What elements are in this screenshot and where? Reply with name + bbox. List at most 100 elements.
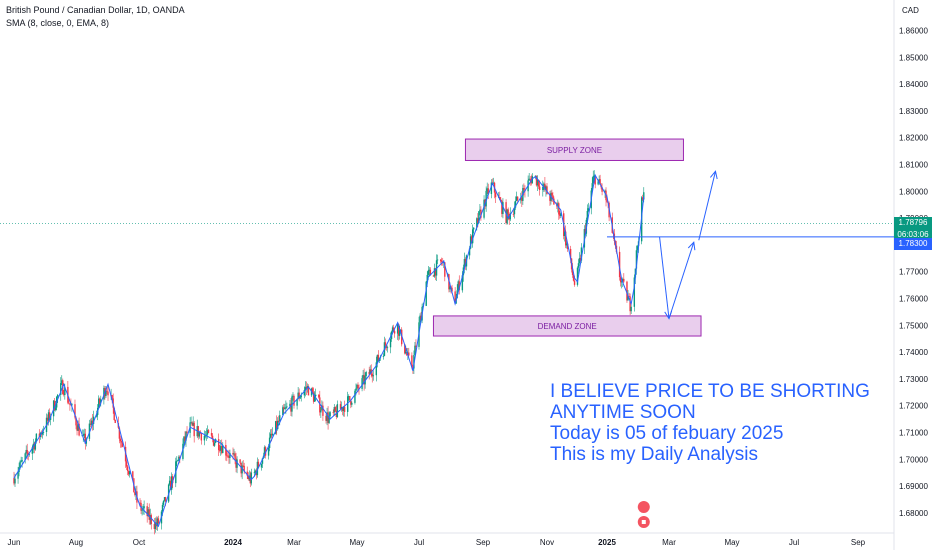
supply-zone-box[interactable] (464, 138, 684, 161)
time-tick-label: Jun (8, 538, 21, 547)
candle-body (441, 261, 443, 263)
candle-body (34, 441, 37, 450)
candle-body (17, 471, 19, 479)
price-tick-label: 1.76000 (899, 295, 928, 304)
candle-body (299, 397, 301, 399)
candle-body (261, 458, 264, 464)
candle-body (382, 355, 385, 357)
price-axis[interactable]: 1.68000 1.69000 1.70000 1.71000 1.72000 1.730… (899, 27, 928, 518)
zones[interactable]: SUPPLY ZONE DEMAND ZONE (432, 138, 702, 337)
candle-body (250, 472, 252, 484)
candle-body (297, 392, 299, 399)
candle-body (290, 403, 292, 412)
candle-body (476, 218, 478, 228)
candle-body (351, 402, 353, 405)
candle-body (356, 384, 358, 389)
candle-body (321, 405, 323, 411)
currency-label[interactable]: CAD (902, 6, 919, 15)
candle-body (228, 455, 230, 458)
candle-body (227, 455, 229, 457)
candle-body (569, 248, 572, 259)
projection-arrow[interactable] (659, 236, 670, 319)
candle-body (99, 398, 101, 404)
candle-body (153, 524, 156, 529)
candle-body (203, 435, 206, 441)
candle-body (204, 435, 207, 437)
candle-body (236, 459, 238, 468)
candle-body (426, 274, 428, 282)
drawings[interactable] (0, 170, 894, 320)
candle-body (20, 461, 22, 463)
candle-body (419, 315, 421, 323)
economic-event-icon[interactable] (637, 501, 650, 513)
candle-body (48, 412, 51, 420)
candle-body (41, 432, 44, 435)
candle-body (111, 395, 113, 399)
price-tick-label: 1.75000 (899, 321, 928, 330)
indicator-legend[interactable]: SMA (8, close, 0, EMA, 8) (6, 18, 110, 28)
time-tick-label: Jul (414, 538, 424, 547)
symbol-title[interactable]: British Pound / Canadian Dollar, 1D, OAN… (6, 5, 185, 15)
candle-body (13, 478, 15, 484)
candle-body (396, 324, 399, 334)
candle-body (348, 396, 350, 397)
annotation-line: ANYTIME SOON (550, 402, 696, 423)
candle-body (340, 407, 343, 409)
candle-body (594, 175, 596, 185)
candle-body (577, 263, 580, 268)
price-tick-label: 1.80000 (899, 187, 928, 196)
candle-body (332, 412, 334, 414)
projection-arrow[interactable] (698, 171, 716, 241)
candle-body (28, 453, 30, 455)
analysis-text-note[interactable]: I BELIEVE PRICE TO BE SHORTING ANYTIME S… (550, 381, 870, 465)
candle-body (226, 455, 228, 457)
candle-body (578, 257, 581, 264)
candle-body (312, 392, 315, 402)
candle-body (306, 386, 309, 389)
candle-body (210, 432, 213, 436)
candle-body (398, 330, 401, 336)
time-tick-label: Mar (662, 538, 676, 547)
event-markers[interactable] (637, 501, 650, 528)
candle-body (355, 388, 357, 391)
time-tick-label: Aug (69, 538, 83, 547)
candle-body (432, 275, 435, 277)
candle-body (105, 390, 107, 397)
demand-zone-box[interactable] (432, 315, 702, 337)
candle-body (414, 345, 416, 356)
projection-arrow[interactable] (668, 242, 695, 319)
candle-body (597, 181, 599, 185)
price-tick-label: 1.69000 (899, 482, 928, 491)
candle-body (458, 281, 460, 291)
flag-glyph (641, 520, 646, 524)
time-axis[interactable]: Jun Aug Oct 2024 Mar May Jul Sep Nov 2025 Mar May Ju… (8, 538, 866, 547)
candle-body (368, 371, 370, 375)
candle-body (275, 421, 277, 434)
candle-body (198, 431, 200, 437)
candle-body (325, 415, 327, 421)
candle-body (635, 250, 638, 269)
last-price-tag: 1.78796 (894, 217, 932, 229)
price-tick-label: 1.82000 (899, 134, 928, 143)
candle-body (64, 386, 66, 395)
candle-body (241, 465, 243, 474)
candle-body (253, 472, 256, 474)
time-tick-label: Nov (540, 538, 554, 547)
candle-body (83, 433, 85, 436)
candle-body (339, 404, 342, 409)
candle-body (546, 186, 548, 195)
candle-body (82, 435, 84, 437)
candle-body (576, 267, 579, 285)
candle-body (177, 460, 179, 462)
candle-body (206, 430, 209, 435)
candle-body (276, 421, 278, 430)
candle-body (393, 331, 396, 334)
candle-body (400, 329, 402, 331)
candle-body (249, 475, 251, 484)
candle-body (433, 268, 436, 277)
candle-body (512, 213, 515, 215)
candle-body (192, 422, 194, 426)
candle-body (427, 270, 429, 275)
candle-body (229, 452, 231, 458)
